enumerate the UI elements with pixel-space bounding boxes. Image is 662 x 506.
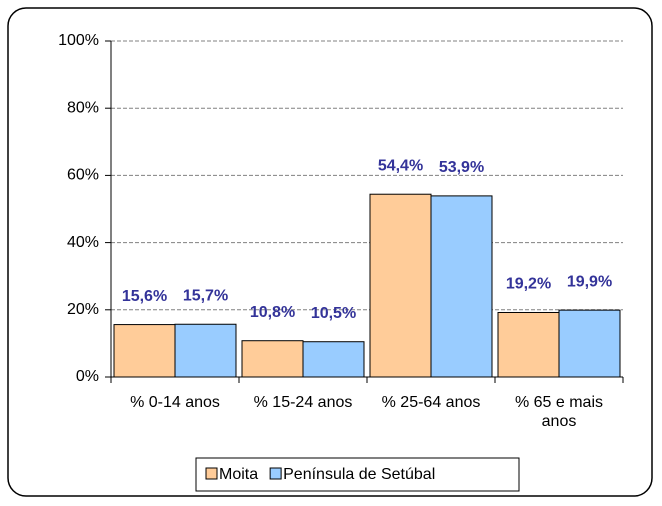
x-tick-label: % 0-14 anos — [130, 394, 220, 411]
bar — [302, 341, 365, 378]
y-tick-label: 40% — [67, 234, 99, 251]
data-label: 53,9% — [439, 159, 484, 176]
bar — [113, 324, 176, 378]
legend-label: Moita — [219, 466, 258, 483]
x-tick-label: % 25-64 anos — [381, 394, 481, 411]
bar — [497, 311, 560, 378]
legend: Moita Península de Setúbal — [195, 457, 520, 492]
y-tick-label: 0% — [76, 368, 99, 385]
y-tick-label: 20% — [67, 301, 99, 318]
legend-box — [195, 457, 520, 492]
data-label: 10,5% — [311, 305, 356, 322]
bar — [430, 195, 493, 378]
y-tick-label: 80% — [67, 99, 99, 116]
legend-swatch — [205, 467, 218, 480]
data-label: 15,7% — [183, 287, 228, 304]
legend-label: Península de Setúbal — [283, 466, 435, 483]
x-tick-label: % 15-24 anos — [253, 394, 353, 411]
data-label: 10,8% — [250, 304, 295, 321]
x-tick-label: % 65 e mais anos — [514, 394, 604, 430]
bar — [241, 340, 304, 378]
y-tick-label: 60% — [67, 167, 99, 184]
y-tick-label: 100% — [58, 32, 99, 49]
data-label: 15,6% — [122, 288, 167, 305]
bar — [369, 193, 432, 378]
bar — [174, 323, 237, 378]
data-label: 54,4% — [378, 157, 423, 174]
bar — [558, 309, 621, 378]
data-label: 19,2% — [506, 276, 551, 293]
legend-swatch — [269, 467, 282, 480]
data-label: 19,9% — [567, 273, 612, 290]
